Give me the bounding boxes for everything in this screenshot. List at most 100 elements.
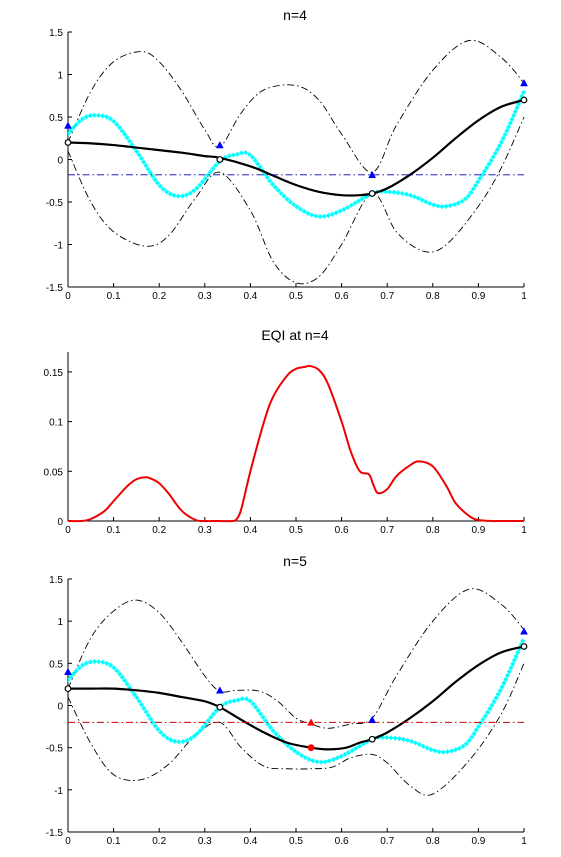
true-function-point xyxy=(143,163,149,169)
panel-title: EQI at n=4 xyxy=(261,327,329,343)
true-function-point xyxy=(473,727,479,733)
x-tick-label: 0.5 xyxy=(289,291,303,302)
true-function-point xyxy=(70,125,77,131)
panel-eqi: EQI at n=4 0 0.1 0.2 0.3 0.4 0.5 0.6 0.7 0.8 0.9 1… xyxy=(44,327,528,536)
observation-point xyxy=(368,190,376,197)
upper-bound-marker xyxy=(215,686,224,694)
x-tick-label: 0.1 xyxy=(107,525,121,536)
true-function-point xyxy=(484,165,490,171)
true-function-point xyxy=(267,724,273,731)
true-function-point xyxy=(487,706,493,712)
x-tick-label: 0.2 xyxy=(152,525,166,536)
y-tick-label: 0.5 xyxy=(49,113,63,124)
true-function-point xyxy=(356,743,363,749)
x-tick-label: 0 xyxy=(65,836,71,847)
true-function-point xyxy=(424,745,430,751)
true-function-point xyxy=(359,196,365,202)
y-tick-label: 0 xyxy=(57,156,63,167)
true-function-point xyxy=(338,753,344,759)
true-function-point xyxy=(310,758,316,764)
true-function-point xyxy=(477,175,483,181)
upper-bound-marker xyxy=(215,141,224,149)
true-function-point xyxy=(488,157,494,164)
true-function-point xyxy=(213,162,219,169)
true-function-point xyxy=(160,186,166,192)
true-function-point xyxy=(269,181,276,187)
panel-n4: n=4 0 0.1 0.2 0.3 0.4 0.5 0.6 0.7 0.8 0.9 1 -1.5 -1 -… xyxy=(46,7,528,302)
x-tick-label: 0.6 xyxy=(335,525,349,536)
plot-area xyxy=(68,364,524,523)
panel-title: n=4 xyxy=(283,7,307,23)
true-function-point xyxy=(435,203,441,209)
true-function-point xyxy=(322,759,328,765)
y-tick-label: 0.05 xyxy=(44,467,64,478)
x-tick-label: 0.5 xyxy=(289,836,303,847)
true-function-point xyxy=(187,190,193,196)
true-function-point xyxy=(411,194,417,200)
x-tick-label: 0.8 xyxy=(426,836,440,847)
true-function-point xyxy=(226,153,232,159)
true-function-point xyxy=(175,193,181,199)
x-tick-label: 0.9 xyxy=(471,836,485,847)
true-function-point xyxy=(83,114,89,120)
true-function-point xyxy=(352,200,358,206)
true-function-point xyxy=(503,676,509,682)
upper-bound-marker xyxy=(520,78,528,87)
true-function-point xyxy=(493,695,499,701)
true-function-point xyxy=(134,148,140,155)
x-tick-label: 0.8 xyxy=(426,291,440,302)
true-function-point xyxy=(472,182,479,188)
y-tick-label: -1.5 xyxy=(46,828,64,839)
y-tick-label: 1 xyxy=(57,617,63,628)
true-function-point xyxy=(200,179,206,185)
true-function-point xyxy=(506,124,512,130)
true-function-point xyxy=(96,112,102,118)
true-function-point xyxy=(104,114,110,120)
true-function-point xyxy=(68,131,71,137)
y-tick-label: 0.1 xyxy=(49,418,63,429)
upper-bound-marker xyxy=(368,715,377,724)
eqi-line xyxy=(68,364,524,523)
true-function-point xyxy=(341,206,347,212)
y-tick-label: 0 xyxy=(57,702,63,713)
observation-point xyxy=(216,156,224,163)
x-tick-label: 0.1 xyxy=(107,836,121,847)
lower-bound-line xyxy=(68,116,525,285)
true-function-point xyxy=(270,728,276,734)
true-function-point xyxy=(313,213,319,219)
upper-bound-line xyxy=(68,39,525,173)
true-function-point xyxy=(147,170,153,176)
upper-bound-marker xyxy=(520,627,528,635)
lower-bound-line xyxy=(68,663,525,796)
true-function-point xyxy=(496,143,502,149)
true-function-point xyxy=(191,188,197,194)
true-function-point xyxy=(183,192,190,198)
true-function-point xyxy=(234,151,240,157)
true-function-point xyxy=(431,202,437,208)
true-function-point xyxy=(171,192,177,198)
upper-bound-marker xyxy=(64,667,72,676)
x-tick-label: 0 xyxy=(65,525,71,536)
true-function-point xyxy=(291,201,297,208)
x-tick-label: 0.3 xyxy=(198,836,212,847)
x-tick-label: 0.6 xyxy=(335,836,349,847)
y-tick-label: -1 xyxy=(54,786,63,797)
true-function-point xyxy=(238,150,244,156)
true-function-point xyxy=(469,734,475,740)
true-function-point xyxy=(479,172,485,178)
true-function-point xyxy=(281,193,287,199)
true-function-point xyxy=(481,168,488,174)
true-function-point xyxy=(510,661,516,667)
true-function-point xyxy=(68,128,74,134)
true-function-point xyxy=(100,659,106,665)
plot-area xyxy=(68,39,527,285)
upper-bound-marker xyxy=(64,121,72,129)
true-function-point xyxy=(455,200,461,206)
upper-bound-marker xyxy=(307,718,315,726)
mean-line xyxy=(68,98,525,197)
true-function-point xyxy=(489,702,495,708)
true-function-point xyxy=(439,204,445,210)
true-function-point xyxy=(302,754,308,761)
true-function-point xyxy=(423,199,429,205)
